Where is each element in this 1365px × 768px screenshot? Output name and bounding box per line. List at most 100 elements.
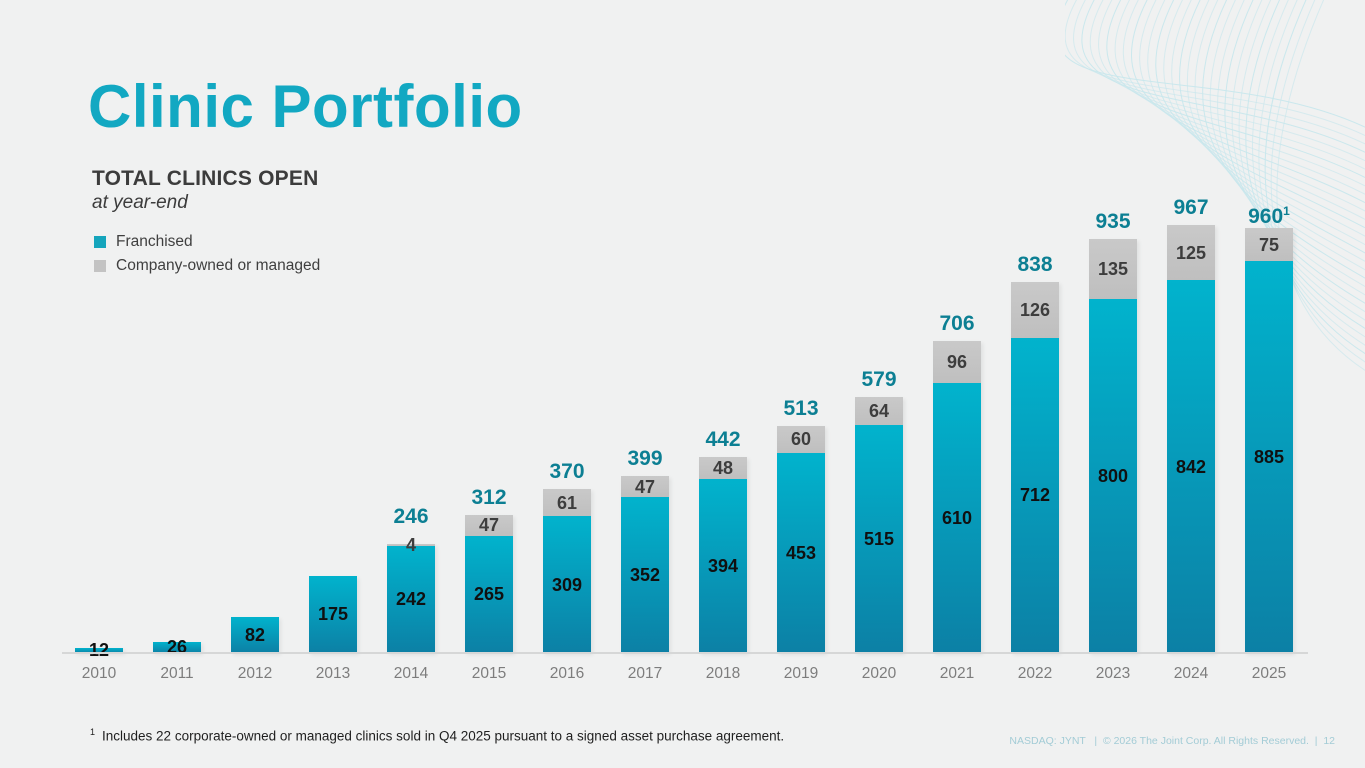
company-value-label: 125 [1175, 242, 1207, 263]
company-segment [465, 514, 513, 536]
franchised-segment [75, 647, 123, 653]
franchised-segment [543, 516, 591, 653]
bar-stack [75, 647, 123, 653]
year-label: 2010 [81, 665, 117, 682]
franchised-value-label: 800 [1097, 466, 1129, 486]
year-label: 2024 [1173, 665, 1209, 682]
bar-column: 309 61 370 2016 [528, 173, 606, 682]
year-label: 2014 [393, 665, 429, 682]
year-label: 2019 [783, 665, 819, 682]
footer-text: NASDAQ: JYNT | © 2026 The Joint Corp. Al… [1009, 735, 1335, 747]
bar-stack [699, 457, 747, 653]
bar-column: 352 47 399 2017 [606, 173, 684, 682]
bar-column: 82 2012 [216, 173, 294, 682]
company-value-label: 96 [946, 351, 968, 372]
year-label: 2012 [237, 665, 273, 682]
company-value-label: 47 [634, 476, 656, 497]
company-segment [1011, 282, 1059, 338]
franchised-segment [153, 641, 201, 653]
company-value-label: 126 [1019, 300, 1051, 321]
x-axis-baseline [62, 652, 1308, 654]
legend-label: Franchised [116, 233, 193, 250]
page-title: Clinic Portfolio [88, 73, 523, 140]
chart-subtitle: at year-end [92, 192, 188, 213]
year-label: 2013 [315, 665, 351, 682]
franchised-value-label: 242 [395, 589, 427, 610]
company-segment [1245, 228, 1293, 262]
franchised-segment [933, 383, 981, 653]
franchised-value-label: 842 [1175, 456, 1207, 477]
franchised-value-label: 885 [1253, 447, 1285, 468]
bar-stack [153, 641, 201, 653]
company-segment [621, 476, 669, 498]
bar-stack [1089, 239, 1137, 653]
year-label: 2011 [160, 665, 194, 682]
footnote: 1 Includes 22 corporate-owned or managed … [90, 727, 784, 744]
franchised-value-label: 515 [863, 529, 895, 550]
legend: Franchised Company-owned or managed [94, 233, 320, 281]
bar-column: 800 135 935 2023 [1074, 173, 1152, 682]
total-value-label: 935 [1095, 210, 1131, 234]
bar-stack [1011, 282, 1059, 653]
franchised-segment [387, 545, 435, 653]
company-segment [387, 544, 435, 546]
total-value-label: 442 [705, 428, 741, 452]
franchised-segment [699, 478, 747, 653]
franchised-segment [231, 616, 279, 653]
total-value-label: 246 [393, 505, 429, 529]
franchised-segment [309, 575, 357, 653]
year-label: 2016 [549, 665, 585, 682]
total-value-label: 9601 [1248, 204, 1290, 229]
franchised-segment [1011, 337, 1059, 653]
franchised-value-label: 394 [707, 555, 739, 576]
company-swatch-icon [94, 260, 106, 272]
company-value-label: 135 [1097, 259, 1129, 280]
franchised-segment [855, 425, 903, 653]
company-value-label: 61 [556, 492, 578, 513]
bar-column: 712 126 838 2022 [996, 173, 1074, 682]
stacked-bar-chart: 12 2010 26 2011 82 2012 175 2013 242 4 246 2014 265 4… [60, 173, 1308, 682]
bar-column: 610 96 706 2021 [918, 173, 996, 682]
footnote-text: Includes 22 corporate-owned or managed c… [102, 728, 785, 744]
franchised-value-label: 175 [317, 604, 349, 625]
company-value-label: 4 [405, 535, 416, 556]
year-label: 2022 [1017, 665, 1053, 682]
bar-column: 265 47 312 2015 [450, 173, 528, 682]
franchised-segment [1167, 280, 1215, 653]
year-label: 2015 [471, 665, 507, 682]
franchised-segment [621, 497, 669, 653]
franchised-value-label: 265 [473, 584, 505, 605]
total-superscript: 1 [1283, 204, 1290, 219]
company-segment [777, 426, 825, 453]
bar-stack [1167, 225, 1215, 653]
year-label: 2025 [1251, 665, 1287, 682]
total-value-label: 370 [549, 460, 585, 484]
bar-column: 842 125 967 2024 [1152, 173, 1230, 682]
franchised-value-label: 352 [629, 565, 661, 586]
bar-stack [855, 396, 903, 653]
year-label: 2021 [939, 665, 975, 682]
total-value-label: 706 [939, 311, 975, 335]
bar-column: 175 2013 [294, 173, 372, 682]
bar-stack [1245, 228, 1293, 653]
company-segment [543, 489, 591, 517]
chart-title: TOTAL CLINICS OPEN [92, 167, 319, 190]
bar-column: 453 60 513 2019 [762, 173, 840, 682]
franchised-value-label: 712 [1019, 485, 1051, 506]
company-segment [855, 396, 903, 426]
bar-stack [543, 489, 591, 653]
bar-stack [465, 514, 513, 653]
bar-stack [231, 616, 279, 653]
chart-columns: 12 2010 26 2011 82 2012 175 2013 242 4 246 2014 265 4… [60, 173, 1308, 682]
company-segment [1167, 225, 1215, 281]
franchised-segment [1089, 299, 1137, 653]
franchised-value-label: 309 [551, 574, 583, 595]
franchised-value-label: 12 [88, 640, 110, 661]
total-value-label: 312 [471, 485, 507, 509]
franchised-swatch-icon [94, 236, 106, 248]
total-value-label: 579 [861, 367, 897, 391]
company-value-label: 47 [478, 515, 500, 536]
bar-column: 885 75 9601 2025 [1230, 173, 1308, 682]
bar-stack [621, 476, 669, 653]
